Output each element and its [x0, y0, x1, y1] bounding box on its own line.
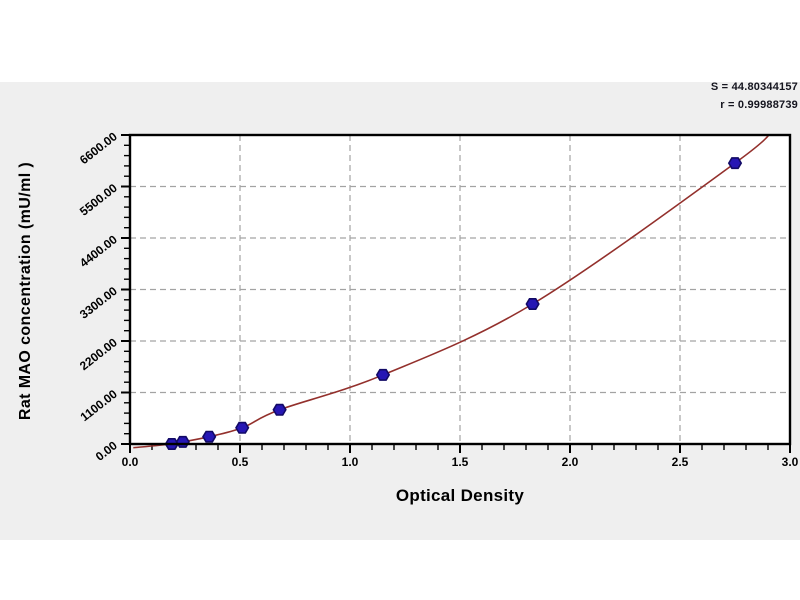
- y-tick-label: 4400.00: [77, 232, 120, 270]
- fit-r-value: r = 0.99988739: [720, 99, 798, 111]
- x-tick-label: 1.5: [452, 455, 469, 469]
- data-point-marker: [375, 368, 391, 381]
- data-point-marker: [175, 435, 190, 448]
- y-axis-title: Rat MAO concentration (mU/ml ): [17, 161, 34, 421]
- fit-statistics: S = 44.80344157 r = 0.99988739: [711, 78, 798, 114]
- data-point-marker: [525, 297, 540, 311]
- y-tick-label: 5500.00: [77, 181, 120, 219]
- data-point-marker: [727, 157, 743, 170]
- x-tick-label: 2.5: [672, 455, 689, 469]
- x-tick-label: 0.0: [122, 455, 139, 469]
- plot-frame: [128, 133, 792, 446]
- data-point-marker: [202, 430, 217, 443]
- data-point-marker: [235, 421, 250, 434]
- y-tick-label: 1100.00: [78, 387, 121, 425]
- fit-s-value: S = 44.80344157: [710, 81, 798, 93]
- x-tick-label: 2.0: [562, 455, 579, 469]
- x-axis-title: Optical Density: [395, 486, 525, 505]
- data-point-marker: [272, 403, 287, 416]
- y-tick-label: 2200.00: [77, 335, 120, 373]
- y-tick-label: 0.00: [93, 438, 120, 464]
- x-tick-label: 3.0: [782, 455, 799, 469]
- x-tick-label: 0.5: [232, 455, 249, 469]
- y-tick-label: 3300.00: [77, 284, 120, 322]
- x-tick-label: 1.0: [342, 455, 359, 469]
- y-tick-label: 6600.00: [77, 129, 120, 167]
